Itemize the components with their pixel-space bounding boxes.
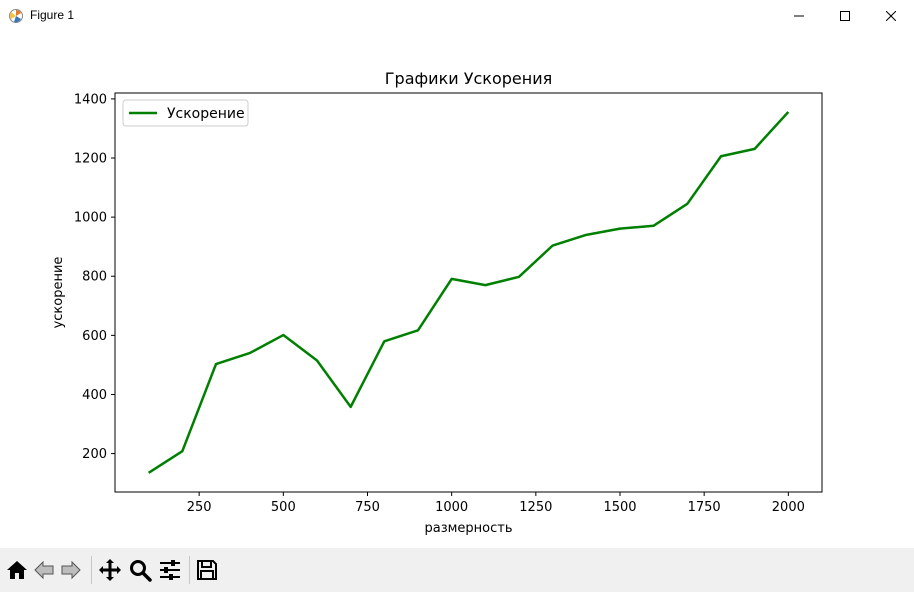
x-tick-label: 1000 — [435, 500, 468, 515]
line-chart: 250 500 750 1000 1250 1500 1750 2000 200 400 600 80… — [51, 69, 823, 536]
configure-subplots-icon — [160, 560, 180, 580]
plot-area — [114, 92, 823, 493]
y-axis-label: ускорение — [51, 257, 66, 329]
x-tick-label: 750 — [355, 500, 380, 515]
home-icon — [7, 561, 27, 579]
x-tick-label: 1250 — [519, 500, 552, 515]
matplotlib-icon — [8, 8, 24, 24]
close-icon — [886, 11, 896, 21]
zoom-button[interactable] — [128, 558, 154, 582]
toolbar-separator — [189, 556, 190, 584]
maximize-icon — [840, 11, 850, 21]
maximize-button[interactable] — [822, 0, 868, 32]
y-tick-label: 600 — [82, 329, 107, 344]
minimize-button[interactable] — [776, 0, 822, 32]
x-tick-label: 250 — [187, 500, 212, 515]
back-icon — [34, 560, 54, 580]
close-button[interactable] — [868, 0, 914, 32]
x-tick-label: 500 — [271, 500, 296, 515]
back-button[interactable] — [32, 558, 58, 582]
minimize-icon — [794, 15, 804, 17]
navigation-toolbar — [0, 548, 914, 592]
x-axis-label: размерность — [424, 521, 512, 536]
save-icon — [197, 560, 217, 580]
pan-button[interactable] — [98, 558, 124, 582]
series-line — [147, 111, 790, 474]
pan-icon — [99, 559, 121, 581]
zoom-icon — [130, 560, 152, 582]
y-tick-label: 200 — [82, 447, 107, 462]
chart-title: Графики Ускорения — [385, 69, 552, 88]
y-tick-label: 1000 — [74, 211, 107, 226]
x-tick-label: 2000 — [772, 500, 805, 515]
y-tick-label: 400 — [82, 388, 107, 403]
toolbar-separator — [91, 556, 92, 584]
title-bar: Figure 1 — [0, 0, 914, 32]
save-button[interactable] — [195, 558, 221, 582]
configure-subplots-button[interactable] — [158, 558, 184, 582]
home-button[interactable] — [5, 558, 31, 582]
x-tick-label: 1750 — [688, 500, 721, 515]
legend-label: Ускорение — [167, 106, 245, 122]
y-tick-label: 800 — [82, 270, 107, 285]
window-title: Figure 1 — [30, 8, 75, 22]
y-tick-label: 1400 — [74, 92, 107, 107]
y-tick-label: 1200 — [74, 152, 107, 167]
x-tick-label: 1500 — [603, 500, 636, 515]
legend-box — [122, 99, 249, 127]
forward-button[interactable] — [59, 558, 85, 582]
forward-icon — [61, 560, 81, 580]
figure-canvas: 250 500 750 1000 1250 1500 1750 2000 200 400 600 80… — [0, 32, 914, 548]
